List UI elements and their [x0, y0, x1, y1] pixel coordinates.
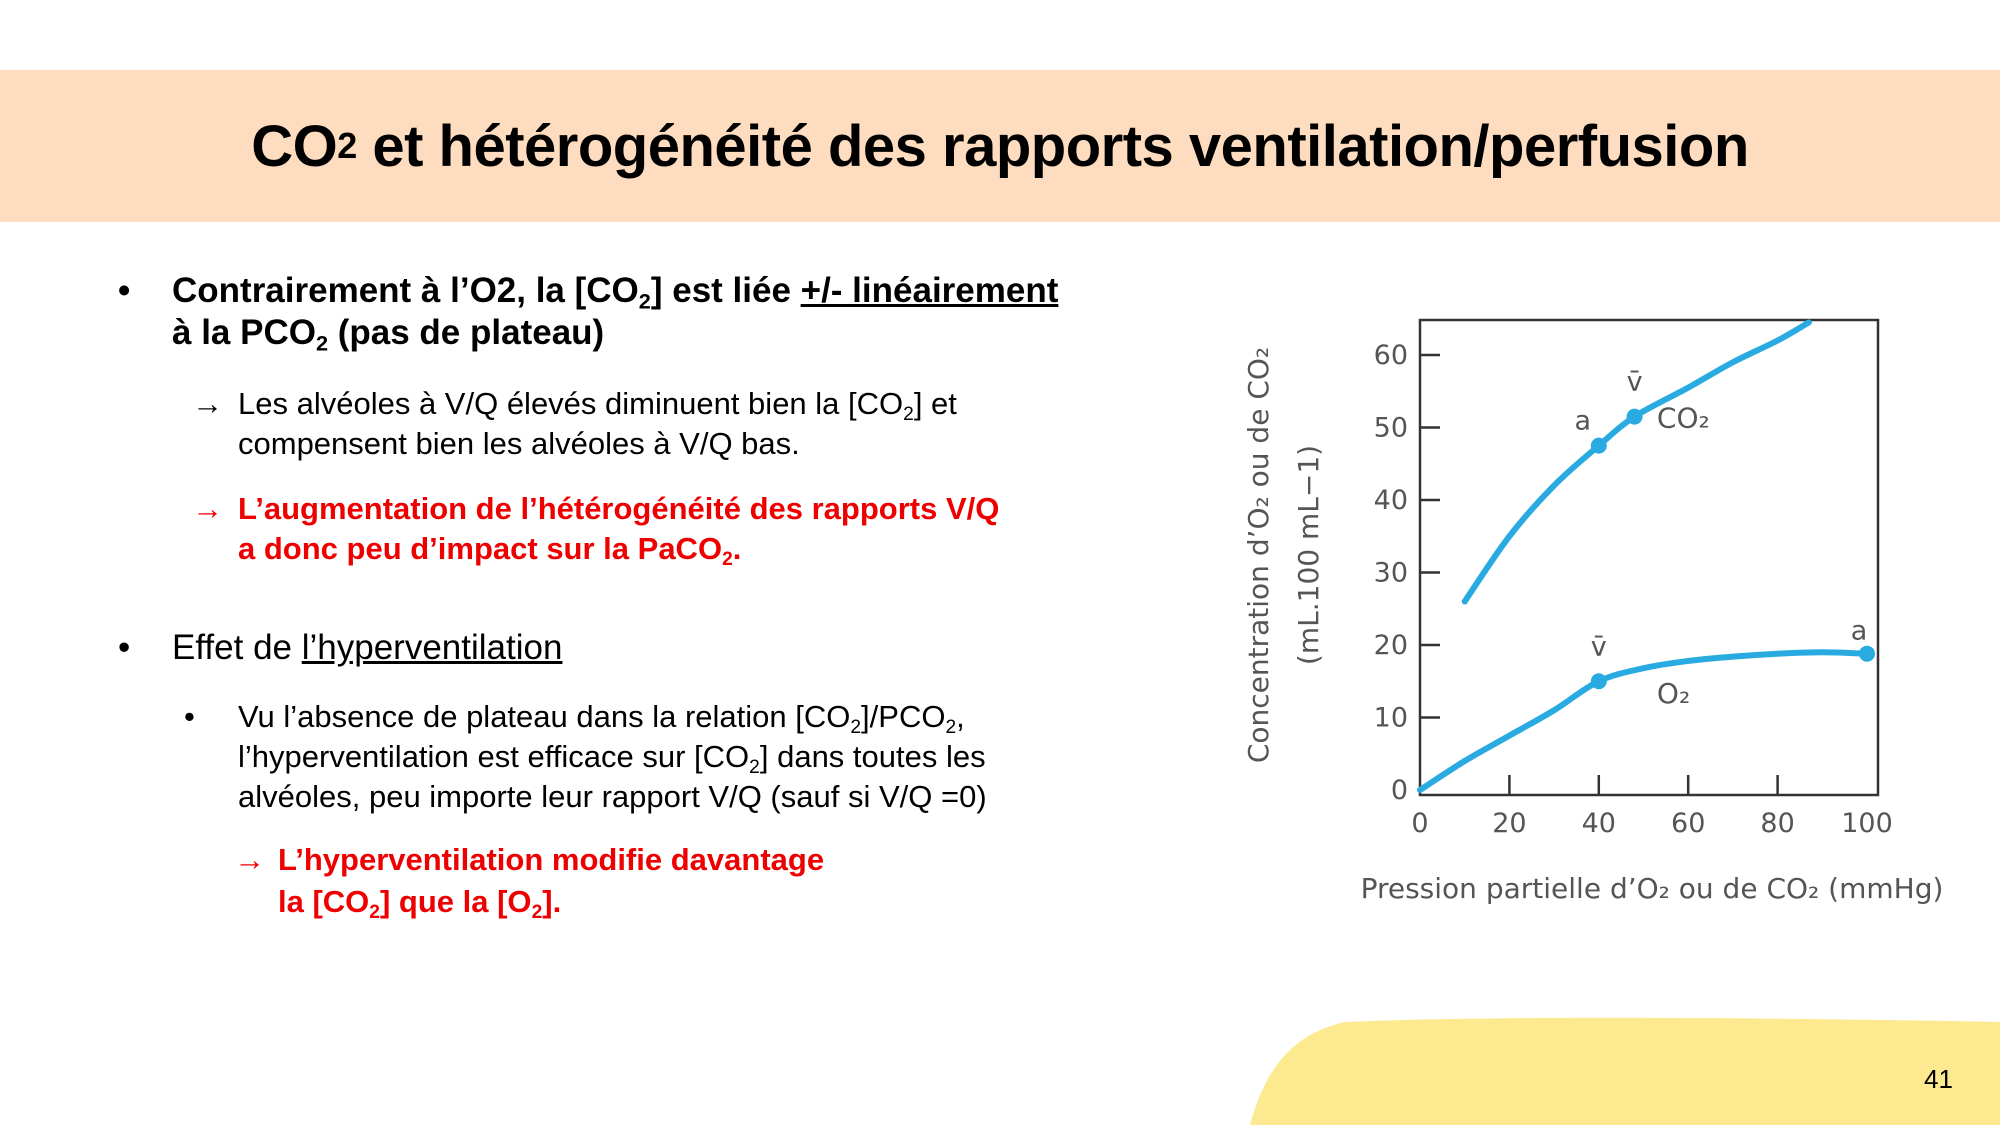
arrow-item-conclusion-vq: → L’augmentation de l’hétérogénéité des … — [110, 489, 1190, 569]
text: Les alvéoles à V/Q élevés diminuent bien… — [238, 386, 904, 421]
data-point — [1590, 437, 1607, 454]
bullet-icon: • — [118, 628, 131, 667]
subscript: 2 — [638, 288, 651, 314]
y-axis-label: Concentration d’O₂ ou de CO₂ — [1242, 347, 1275, 763]
arrow-icon: → — [192, 386, 223, 421]
sub-bullet-no-plateau: • Vu l’absence de plateau dans la relati… — [110, 697, 1190, 817]
text: ]/PCO — [861, 699, 946, 734]
text: ] et — [913, 386, 957, 421]
text: , — [956, 699, 965, 734]
subscript: 2 — [850, 716, 862, 738]
y-axis — [1420, 353, 1440, 719]
title-part: et hétérogénéité des rapports ventilatio… — [356, 113, 1749, 179]
series-label-o2: O₂ — [1657, 677, 1690, 710]
arrow-item-compensation: → Les alvéoles à V/Q élevés diminuent bi… — [110, 384, 1190, 464]
bullet-linear-relation: • Contrairement à l’O2, la [CO2] est lié… — [110, 270, 1190, 354]
underlined-text: +/- linéairement — [800, 271, 1059, 310]
subscript: 2 — [369, 901, 380, 923]
data-point — [1859, 645, 1875, 662]
series-label-co2: CO₂ — [1657, 402, 1710, 435]
underlined-text: l’hyperventilation — [301, 628, 563, 667]
y-axis-label-units: (mL.100 mL−1) — [1292, 445, 1325, 665]
text: Contrairement à l’O2, la [CO — [172, 271, 639, 310]
point-label: v̄ — [1591, 631, 1607, 662]
arrow-icon: → — [192, 491, 223, 526]
subscript: 2 — [722, 548, 733, 570]
text: l’hyperventilation est efficace sur [CO — [238, 739, 750, 774]
y-tick-label: 30 — [1374, 558, 1408, 589]
text: (pas de plateau) — [328, 313, 605, 352]
bullet-icon: • — [118, 271, 131, 310]
y-tick-label: 0 — [1391, 775, 1408, 806]
text: a donc peu d’impact sur la PaCO — [238, 531, 723, 566]
text: compensent bien les alvéoles à V/Q bas. — [238, 426, 800, 461]
text: . — [732, 531, 742, 566]
x-axis — [1508, 775, 1779, 795]
slide-title: CO 2 et hétérogénéité des rapports ventil… — [251, 113, 1749, 179]
text: L’augmentation de l’hétérogénéité des ra… — [238, 491, 1000, 526]
text: la [CO — [278, 884, 370, 919]
slide-content: • Contrairement à l’O2, la [CO2] est lié… — [110, 270, 1190, 923]
footer-decoration — [1250, 1017, 2000, 1125]
bullet-icon: • — [184, 699, 195, 734]
point-label: v̄ — [1627, 367, 1643, 398]
x-axis-label: Pression partielle d’O₂ ou de CO₂ (mmHg) — [1361, 872, 1944, 905]
series-line-CO2 — [1461, 319, 1812, 605]
x-tick-labels: 0 20 40 60 80 100 — [1411, 808, 1892, 839]
subscript: 2 — [749, 756, 760, 778]
series-line-O2 — [1417, 649, 1870, 793]
subscript: 2 — [945, 716, 957, 738]
text: ] dans toutes les — [759, 739, 986, 774]
text: alvéoles, peu importe leur rapport V/Q (… — [238, 779, 987, 814]
y-tick-label: 10 — [1374, 703, 1408, 734]
arrow-icon: → — [234, 842, 265, 877]
page-number: 41 — [1924, 1064, 1953, 1094]
text: Effet de — [172, 628, 302, 667]
x-tick-label: 0 — [1411, 808, 1428, 839]
text: ] est liée — [650, 271, 801, 310]
x-tick-label: 60 — [1671, 808, 1705, 839]
x-tick-label: 20 — [1492, 808, 1526, 839]
subscript: 2 — [531, 901, 543, 923]
data-point — [1626, 408, 1643, 425]
bullet-hyperventilation: • Effet de l’hyperventilation — [110, 627, 1190, 669]
x-tick-label: 100 — [1841, 808, 1893, 839]
y-tick-label: 50 — [1374, 413, 1408, 444]
y-tick-label: 20 — [1374, 630, 1408, 661]
title-part: CO — [251, 113, 338, 179]
text: ]. — [542, 884, 562, 919]
plot-frame — [1418, 318, 1880, 797]
x-tick-label: 40 — [1582, 808, 1616, 839]
text: Vu l’absence de plateau dans la relation… — [238, 699, 851, 734]
text: à la PCO — [172, 313, 316, 352]
subscript: 2 — [903, 403, 914, 425]
subscript: 2 — [315, 330, 329, 356]
data-point — [1590, 673, 1607, 690]
x-tick-label: 80 — [1760, 808, 1794, 839]
text: ] que la [O — [379, 884, 532, 919]
title-band — [0, 70, 2000, 222]
y-tick-label: 60 — [1374, 340, 1408, 371]
text: L’hyperventilation modifie davantage — [278, 842, 825, 877]
arrow-item-conclusion-hyperventilation: → L’hyperventilation modifie davantage l… — [110, 839, 1190, 923]
y-tick-label: 40 — [1374, 485, 1408, 516]
chart-series: a v̄ v̄ a CO₂ O₂ — [1417, 319, 1875, 793]
y-tick-labels: 0 10 20 30 40 50 60 — [1374, 340, 1408, 806]
point-label: a — [1851, 616, 1868, 647]
point-label: a — [1575, 406, 1592, 437]
